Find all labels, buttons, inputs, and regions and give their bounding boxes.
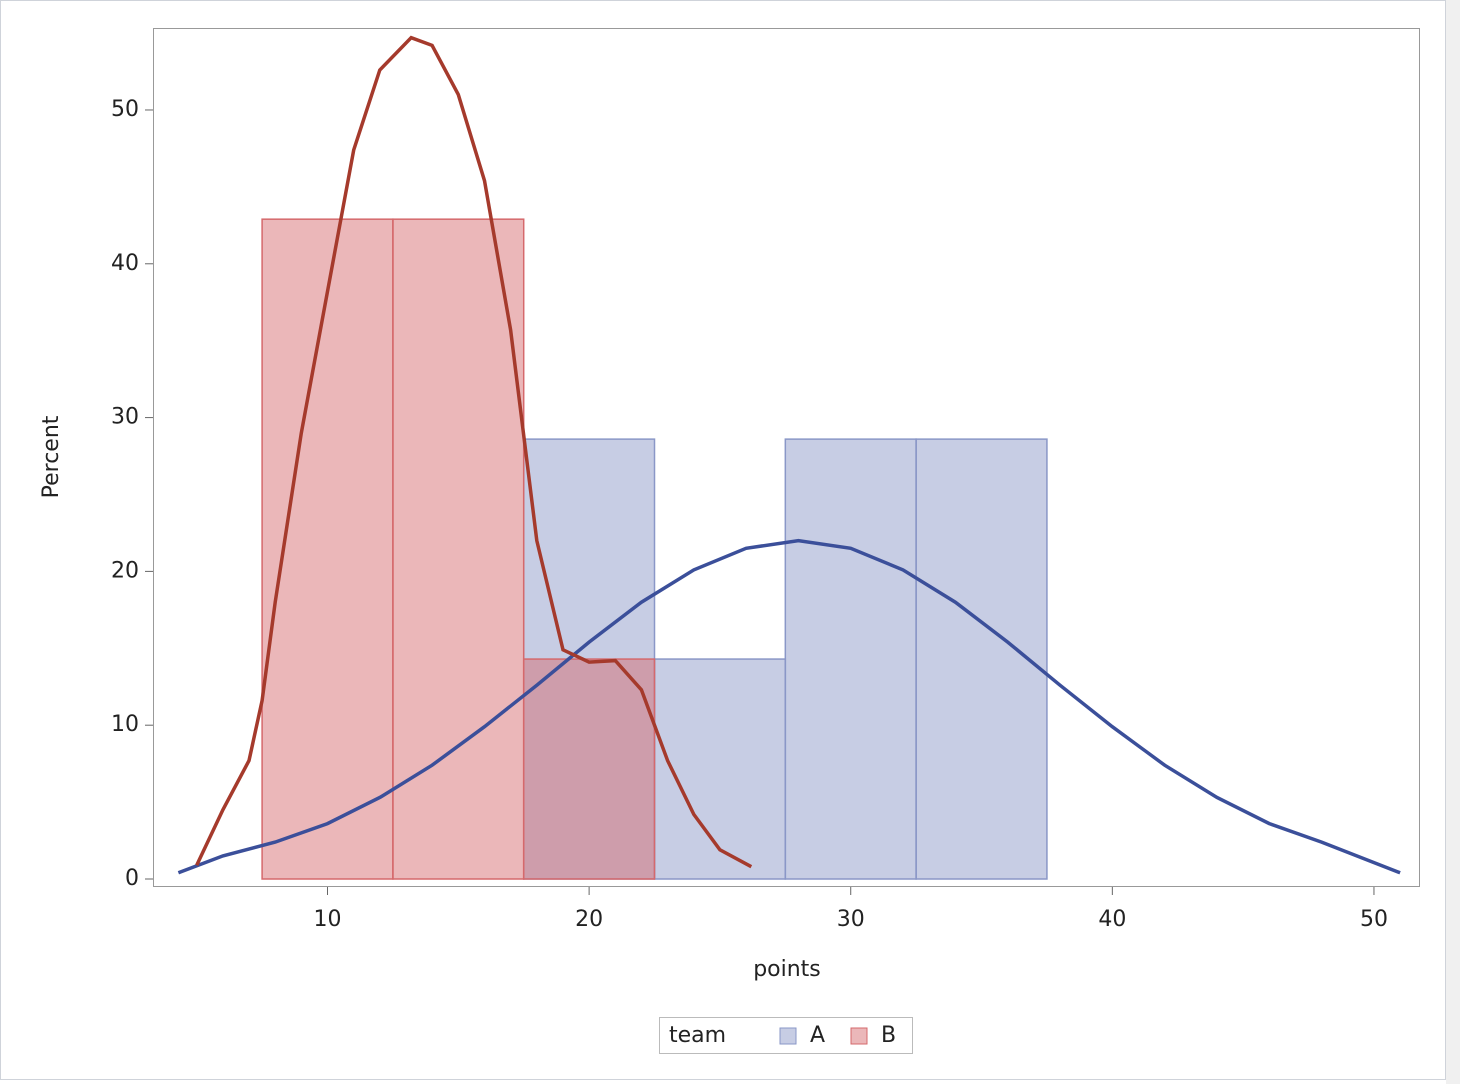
plot-frame	[153, 28, 1420, 887]
legend-label: A	[810, 1023, 825, 1048]
x-tick-label: 10	[313, 907, 341, 932]
bar	[522, 658, 656, 880]
y-tick-label: 40	[111, 251, 139, 276]
bar	[653, 658, 787, 880]
legend-swatch	[850, 1027, 868, 1045]
legend-box	[659, 1017, 913, 1054]
y-tick-label: 20	[111, 558, 139, 583]
y-tick-label: 50	[111, 97, 139, 122]
y-tick-label: 10	[111, 712, 139, 737]
density-curve	[177, 538, 1401, 875]
density-curve	[195, 35, 753, 869]
bar	[392, 218, 525, 880]
x-tick-label: 50	[1360, 907, 1388, 932]
x-axis-label: points	[753, 957, 821, 982]
legend-label: B	[881, 1023, 896, 1048]
legend-swatch	[779, 1027, 797, 1045]
x-tick-label: 30	[837, 907, 865, 932]
y-tick-label: 30	[111, 405, 139, 430]
bar	[915, 438, 1048, 880]
y-tick-label: 0	[125, 866, 139, 891]
x-tick-label: 40	[1098, 907, 1126, 932]
bar	[784, 438, 917, 880]
side-strip	[1446, 0, 1460, 1084]
legend-title: team	[669, 1023, 726, 1048]
y-axis-label: Percent	[39, 415, 64, 498]
x-tick-label: 20	[575, 907, 603, 932]
